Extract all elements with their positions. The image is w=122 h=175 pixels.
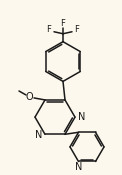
Text: O: O bbox=[25, 92, 33, 102]
Text: F: F bbox=[61, 19, 65, 28]
Text: F: F bbox=[47, 25, 51, 34]
Text: N: N bbox=[35, 130, 42, 140]
Text: N: N bbox=[78, 112, 85, 122]
Text: N: N bbox=[75, 163, 82, 173]
Text: F: F bbox=[75, 25, 79, 34]
